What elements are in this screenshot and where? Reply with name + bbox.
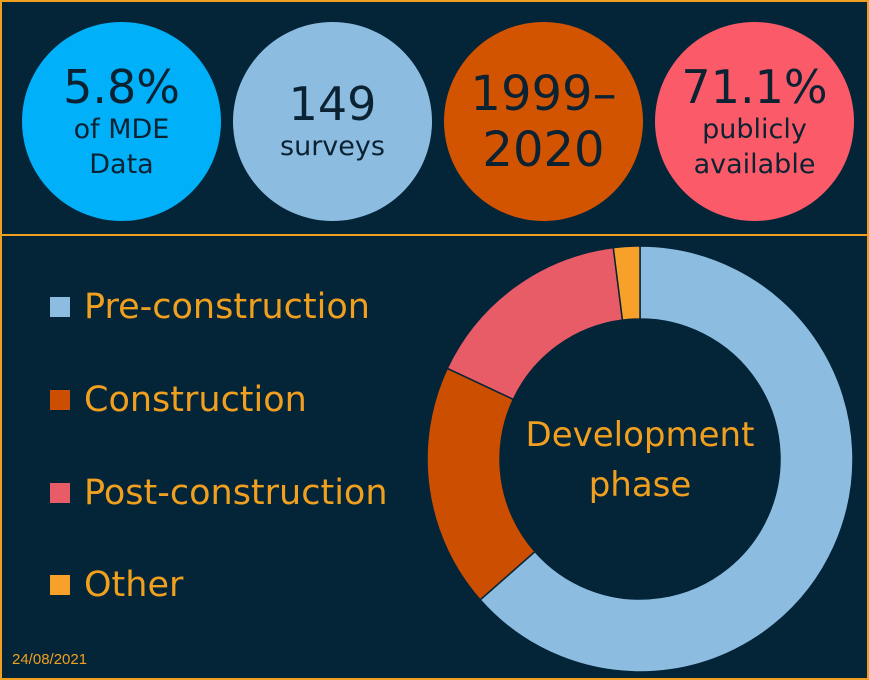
legend-swatch (50, 297, 70, 317)
stat-surveys-caption: surveys (280, 131, 385, 162)
legend-item-other: Other (50, 565, 183, 605)
stat-mde-data: 5.8% of MDE Data (22, 22, 221, 221)
legend-label: Construction (84, 380, 307, 420)
stat-years: 1999– 2020 (444, 22, 643, 221)
donut-slice-post-construction (446, 246, 624, 401)
legend-swatch (50, 390, 70, 410)
stat-mde-caption: of MDE Data (73, 113, 170, 180)
stat-public: 71.1% publicly available (655, 22, 854, 221)
stat-mde-value: 5.8% (63, 59, 180, 114)
date-stamp: 24/08/2021 (12, 651, 88, 668)
stat-public-value: 71.1% (681, 59, 828, 114)
stat-surveys: 149 surveys (233, 22, 432, 221)
legend-label: Post-construction (84, 473, 388, 513)
stat-surveys-value: 149 (288, 77, 377, 131)
legend-label: Other (84, 565, 184, 605)
legend-item-construction: Construction (50, 380, 307, 420)
stat-public-caption: publicly available (693, 113, 816, 180)
stats-panel: 5.8% of MDE Data 149 surveys 1999– 2020 … (0, 0, 869, 236)
legend-item-pre-construction: Pre-construction (50, 287, 370, 327)
legend-swatch (50, 575, 70, 595)
legend-swatch (50, 483, 70, 503)
stat-years-value: 1999– 2020 (470, 65, 617, 178)
donut-slice-pre-construction (479, 245, 854, 673)
legend-item-post-construction: Post-construction (50, 473, 388, 513)
legend-label: Pre-construction (84, 287, 370, 327)
donut-slice-other (612, 245, 641, 321)
donut-center-title: Development phase (525, 415, 755, 505)
